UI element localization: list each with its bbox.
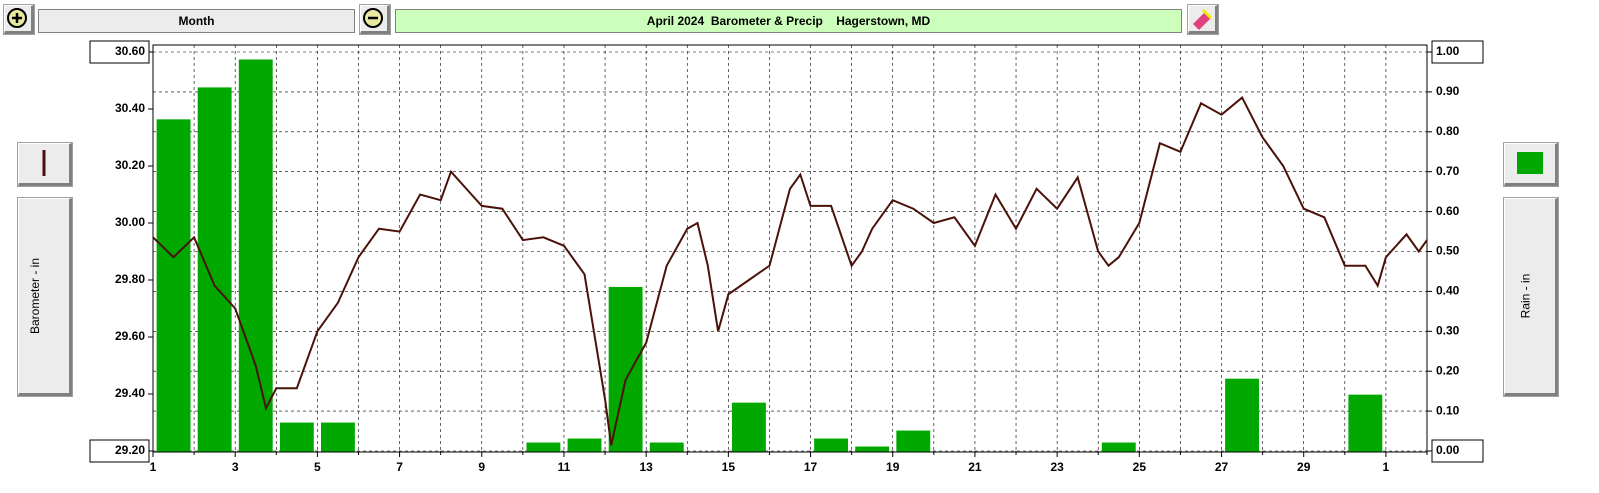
tick-box xyxy=(1431,439,1484,463)
rain-bar xyxy=(279,422,314,452)
rain-bar xyxy=(567,438,602,452)
rain-bar xyxy=(156,119,191,452)
x-tick-label: 15 xyxy=(722,460,736,474)
x-tick-label: 1 xyxy=(1383,460,1390,474)
y2-tick-label: 0.00 xyxy=(1436,443,1460,457)
x-tick-label: 9 xyxy=(478,460,485,474)
y2-axis-label: Rain - in xyxy=(1518,273,1533,319)
left-axis-button[interactable]: Barometer - in xyxy=(17,197,73,397)
rain-bar xyxy=(855,446,890,452)
y-tick-label: 30.60 xyxy=(115,44,145,58)
y-tick-label: 29.40 xyxy=(115,386,145,400)
rain-bar xyxy=(1101,442,1136,452)
y-axis-label: Barometer - in xyxy=(28,257,43,335)
bar-swatch xyxy=(1517,152,1543,174)
rain-bar xyxy=(320,422,355,452)
y2-tick-label: 0.30 xyxy=(1436,323,1460,337)
x-tick-label: 7 xyxy=(396,460,403,474)
x-tick-label: 19 xyxy=(886,460,900,474)
line-style-button[interactable] xyxy=(17,142,73,187)
y-tick-label: 29.80 xyxy=(115,272,145,286)
rain-bar xyxy=(649,442,684,452)
y2-tick-label: 0.70 xyxy=(1436,164,1460,178)
x-tick-label: 11 xyxy=(558,460,571,474)
line-swatch xyxy=(42,150,46,176)
y2-tick-label: 0.10 xyxy=(1436,403,1460,417)
y2-tick-label: 0.40 xyxy=(1436,284,1460,298)
rain-bar xyxy=(896,430,931,452)
x-tick-label: 5 xyxy=(314,460,321,474)
y-tick-label: 30.00 xyxy=(115,215,145,229)
x-tick-label: 13 xyxy=(639,460,653,474)
y2-tick-label: 0.60 xyxy=(1436,204,1460,218)
eraser-icon xyxy=(1193,8,1213,30)
barometer-line xyxy=(152,96,1428,446)
chart-title: April 2024 Barometer & Precip Hagerstown… xyxy=(395,9,1182,33)
y2-tick-label: 0.80 xyxy=(1436,124,1460,138)
rain-bar xyxy=(731,402,766,452)
zoom-in-icon xyxy=(7,8,27,28)
rain-bar xyxy=(1225,378,1260,452)
x-tick-label: 27 xyxy=(1215,460,1229,474)
y-tick-label: 30.20 xyxy=(115,158,145,172)
rain-bar xyxy=(197,87,232,452)
rain-bar xyxy=(814,438,849,452)
tick-box xyxy=(1431,40,1484,64)
x-tick-label: 23 xyxy=(1050,460,1064,474)
y-tick-label: 29.20 xyxy=(115,443,145,457)
zoom-out-button[interactable] xyxy=(359,4,391,35)
x-tick-label: 29 xyxy=(1297,460,1311,474)
x-tick-label: 17 xyxy=(804,460,818,474)
y-tick-label: 29.60 xyxy=(115,329,145,343)
y2-tick-label: 0.90 xyxy=(1436,84,1460,98)
bar-style-button[interactable] xyxy=(1503,142,1559,187)
y2-tick-label: 1.00 xyxy=(1436,44,1460,58)
plot-area xyxy=(152,44,1428,453)
y2-tick-label: 0.20 xyxy=(1436,363,1460,377)
tick-box xyxy=(89,439,150,463)
zoom-in-button[interactable] xyxy=(3,4,35,35)
x-tick-label: 1 xyxy=(150,460,157,474)
right-axis-button[interactable]: Rain - in xyxy=(1503,197,1559,397)
rain-bar xyxy=(608,286,643,452)
y2-tick-label: 0.50 xyxy=(1436,244,1460,258)
zoom-out-icon xyxy=(363,8,383,28)
eraser-button[interactable] xyxy=(1187,4,1219,35)
x-tick-label: 21 xyxy=(968,460,982,474)
rain-bar xyxy=(1348,394,1383,452)
period-field[interactable]: Month xyxy=(38,9,355,33)
y-tick-label: 30.40 xyxy=(115,101,145,115)
rain-bar xyxy=(526,442,561,452)
x-tick-label: 3 xyxy=(232,460,239,474)
x-tick-label: 25 xyxy=(1133,460,1147,474)
rain-bar xyxy=(238,59,273,452)
tick-box xyxy=(89,40,150,64)
